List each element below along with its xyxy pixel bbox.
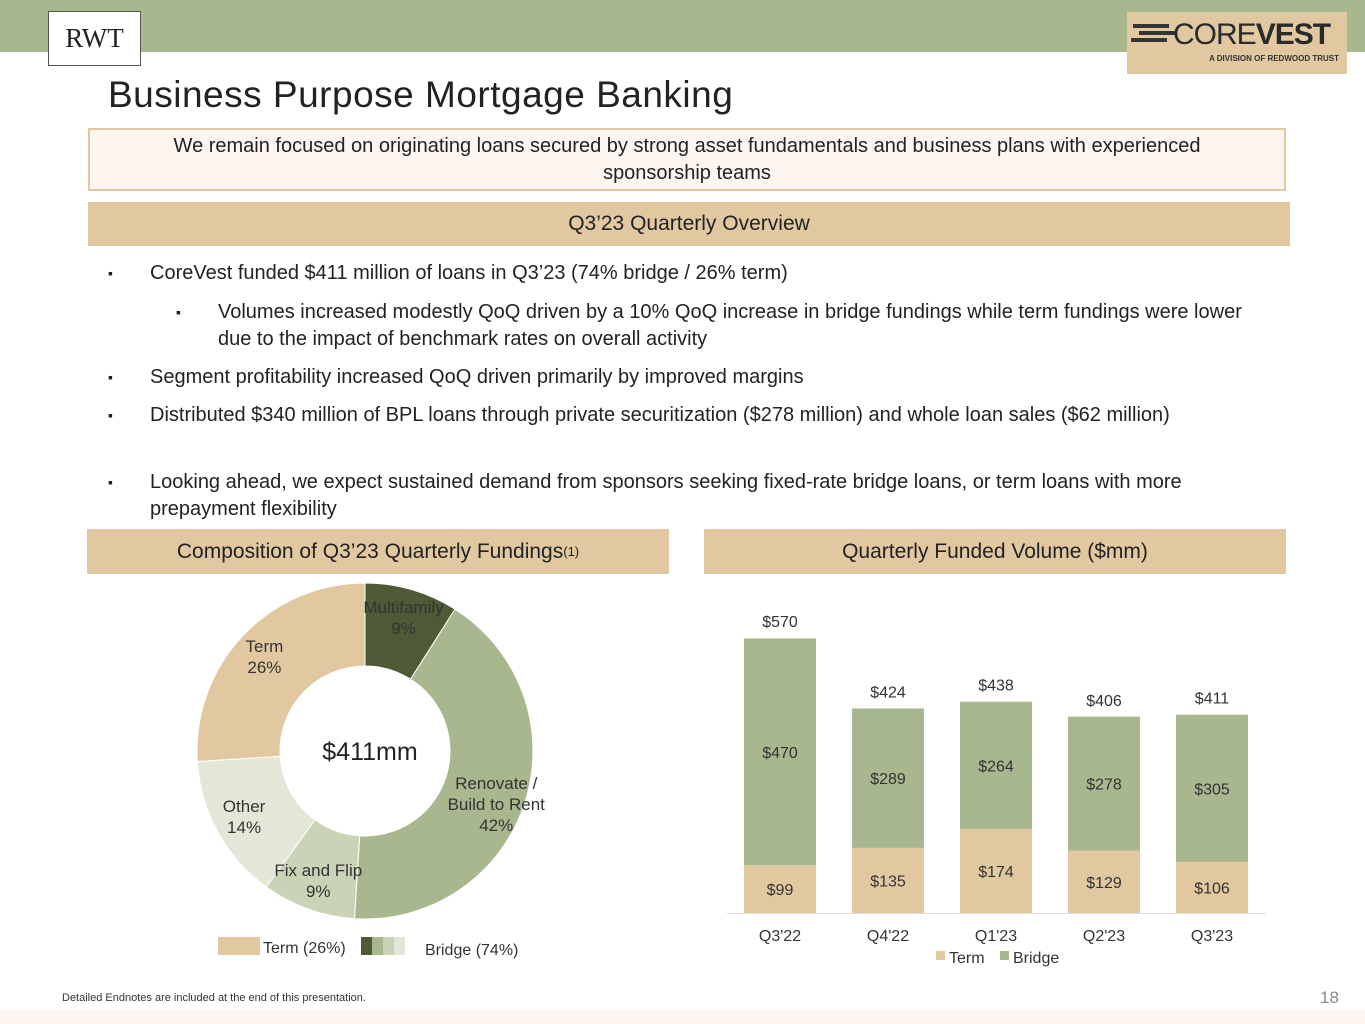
donut-header: Composition of Q3’23 Quarterly Fundings(… (87, 529, 669, 574)
bar-total-label: $411 (1195, 691, 1230, 708)
bar-segment (1068, 716, 1140, 851)
bar-segment (744, 638, 816, 866)
bullet: Looking ahead, we expect sustained deman… (108, 469, 1262, 523)
bullet: CoreVest funded $411 million of loans in… (108, 260, 1262, 287)
segment-name: Term (245, 636, 284, 656)
bar-value-label: $106 (1194, 880, 1230, 897)
title: Business Purpose Mortgage Banking (108, 74, 734, 115)
legend-label: Term (949, 950, 985, 967)
logo-left: RWT (48, 11, 141, 66)
bar-total-label: $438 (978, 678, 1014, 695)
x-tick-label: Q2'23 (1083, 928, 1125, 945)
page-number: 18 (1320, 988, 1339, 1007)
x-tick-label: Q3'22 (759, 928, 801, 945)
bar-segment (1068, 850, 1140, 913)
legend-label: Term (26%) (263, 940, 346, 957)
bar-value-label: $264 (978, 758, 1014, 775)
legend-swatch (936, 951, 945, 960)
bottom-band (0, 1010, 1365, 1024)
legend-swatch (218, 937, 260, 955)
x-tick-label: Q4'22 (867, 928, 909, 945)
legend-swatch (394, 937, 405, 955)
bar-segment (852, 847, 924, 913)
bar-segment (1176, 714, 1248, 862)
bar-segment (1176, 861, 1248, 913)
segment-label: Multifamily 9% (344, 597, 464, 639)
banner: We remain focused on originating loans s… (88, 128, 1286, 191)
bar-value-label: $278 (1086, 777, 1122, 794)
bar-value-label: $289 (870, 771, 906, 788)
bullet: Volumes increased modestly QoQ driven by… (176, 299, 1262, 353)
bar-value-label: $135 (870, 873, 906, 890)
segment-name: Fix and Flip (274, 860, 363, 880)
bar-segment (744, 865, 816, 913)
segment-name: Renovate / Build to Rent (447, 773, 545, 814)
bar-value-label: $305 (1194, 781, 1230, 798)
bar-value-label: $99 (767, 882, 794, 899)
donut-title: Composition of Q3’23 Quarterly Fundings (176, 539, 564, 563)
segment-value: 26% (247, 657, 282, 677)
bar-segment (960, 701, 1032, 830)
logo-right: COREVEST A DIVISION OF REDWOOD TRUST (1127, 12, 1347, 74)
segment-label: Other 14% (184, 796, 304, 838)
segment-label: Term 26% (204, 636, 324, 678)
bar-value-label: $129 (1086, 875, 1122, 892)
segment-value: 9% (305, 881, 331, 901)
legend-swatch (1000, 951, 1009, 960)
bar-total-label: $424 (870, 684, 906, 701)
segment-name: Multifamily (363, 598, 444, 618)
segment-label: Renovate / Build to Rent 42% (436, 773, 556, 836)
bar-value-label: $470 (762, 745, 798, 762)
segment-label: Fix and Flip 9% (258, 860, 378, 902)
segment-value: 42% (479, 815, 514, 835)
segment-value: 9% (391, 619, 416, 639)
bullet: Segment profitability increased QoQ driv… (108, 364, 1262, 391)
x-tick-label: Q3'23 (1191, 928, 1233, 945)
donut-segment (353, 608, 534, 920)
bar-header: Quarterly Funded Volume ($mm) (704, 529, 1286, 574)
bar-total-label: $570 (762, 614, 798, 631)
legend-label: Bridge (74%) (425, 942, 518, 959)
legend-swatch (372, 937, 383, 955)
bar-total-label: $406 (1086, 693, 1122, 710)
footnote: Detailed Endnotes are included at the en… (62, 992, 366, 1004)
donut-segment (196, 582, 366, 763)
logo-sub: A DIVISION OF REDWOOD TRUST (1209, 54, 1339, 63)
legend-swatch (383, 937, 394, 955)
bar-value-label: $174 (978, 864, 1014, 881)
bullet: Distributed $340 million of BPL loans th… (108, 402, 1262, 429)
logo-text-bold: VEST (1255, 18, 1331, 51)
legend-label: Bridge (1013, 950, 1059, 967)
legend-swatch (361, 937, 372, 955)
donut-title-note: (1) (563, 544, 580, 559)
overview-header: Q3’23 Quarterly Overview (88, 202, 1290, 246)
x-tick-label: Q1'23 (975, 928, 1017, 945)
segment-name: Other (222, 797, 266, 817)
logo-mark (1133, 24, 1169, 28)
bar-segment (852, 708, 924, 848)
center-label: $411mm (322, 738, 417, 766)
logo-text: CORE (1173, 18, 1257, 51)
segment-value: 14% (227, 818, 262, 838)
bar-segment (960, 829, 1032, 913)
